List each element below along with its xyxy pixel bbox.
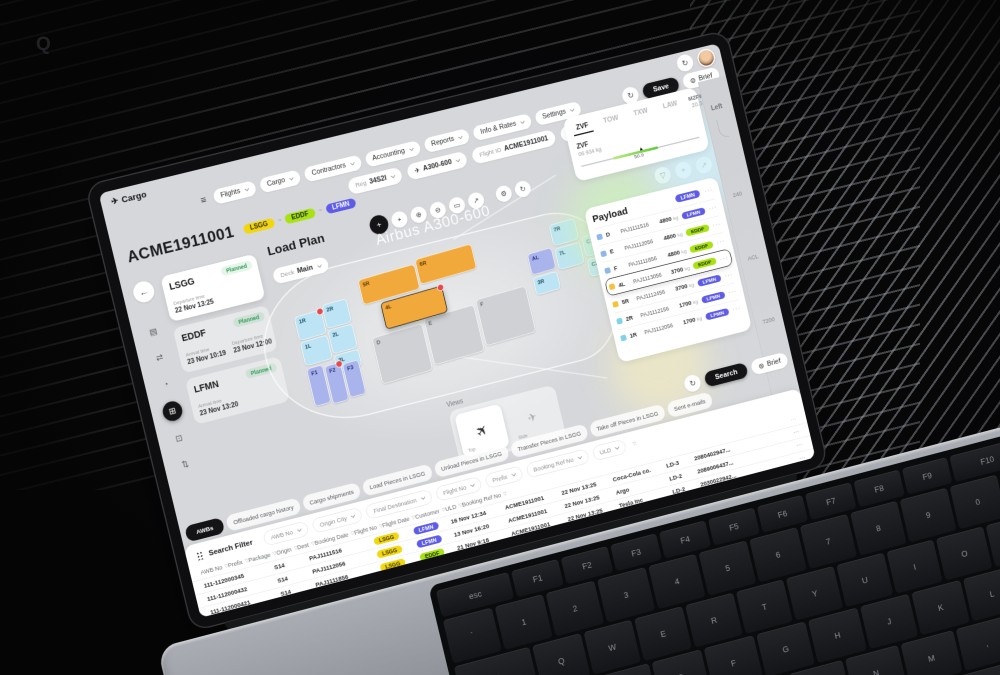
key-0[interactable]: 0: [949, 474, 1000, 530]
side-strip-title: Left: [710, 102, 724, 113]
plane-icon: ✈: [110, 195, 120, 207]
column-header[interactable]: ULD ▽: [444, 503, 463, 513]
route-stop: ~ LSGG: [242, 217, 276, 235]
uld-icon: [620, 334, 627, 342]
more-icon[interactable]: ···: [789, 415, 797, 423]
slider-marker[interactable]: ▲: [637, 145, 645, 153]
more-icon[interactable]: ···: [715, 237, 726, 247]
chevron-down-icon: [569, 106, 575, 112]
export-icon[interactable]: ⇅: [175, 454, 195, 475]
more-icon[interactable]: ···: [711, 220, 722, 230]
airport-badge[interactable]: LSGG: [242, 217, 276, 235]
chevron-down-icon: [289, 175, 294, 180]
back-button[interactable]: ←: [131, 279, 157, 305]
chevron-down-icon: [455, 157, 461, 162]
chevron-down-icon: [408, 146, 414, 151]
destination-badge: EDDF: [685, 223, 710, 237]
refresh-table-button[interactable]: ↻: [683, 373, 703, 394]
uld-icon: [616, 317, 623, 325]
uld-icon: [596, 233, 603, 241]
chevron-down-icon: [390, 173, 396, 178]
cargo-position[interactable]: D: [371, 323, 433, 385]
side-strip-value: 7200: [761, 315, 776, 326]
cargo-position[interactable]: 3R: [532, 271, 562, 296]
more-icon[interactable]: ···: [707, 203, 718, 214]
cargo-position[interactable]: F: [475, 285, 537, 347]
transfer-icon[interactable]: ⇄: [149, 348, 169, 369]
key-L[interactable]: L: [962, 566, 1000, 622]
more-icon[interactable]: ···: [795, 441, 803, 449]
manifest-icon[interactable]: ▤: [143, 322, 163, 343]
side-strip-line: [716, 117, 730, 139]
destination-badge: LFMN: [696, 273, 722, 287]
chevron-down-icon: [297, 527, 302, 532]
more-icon[interactable]: ···: [723, 270, 734, 281]
airport-badge[interactable]: LFMN: [324, 197, 357, 215]
chevron-down-icon: [349, 160, 355, 166]
destination-badge: LFMN: [681, 206, 706, 220]
chevron-down-icon: [458, 134, 463, 139]
gear-icon[interactable]: ⚙: [494, 184, 514, 204]
destination-badge: EDDF: [689, 240, 714, 254]
chevron-down-icon: [420, 495, 426, 500]
documents-icon[interactable]: ⊡: [169, 428, 189, 449]
print-icon: ⊜: [757, 361, 765, 371]
key-9[interactable]: 9: [899, 488, 957, 543]
chevron-down-icon: [317, 262, 322, 268]
side-strip-value: 240: [732, 190, 743, 199]
chevron-down-icon: [511, 471, 516, 477]
chevron-down-icon: [577, 454, 582, 460]
chevron-down-icon: [520, 119, 525, 124]
plane-icon: ✈: [413, 166, 422, 176]
filter-icon[interactable]: ▽: [632, 441, 637, 447]
dest-badge: EDDF: [419, 547, 446, 562]
sort-filter-icon: ▽: [502, 491, 508, 497]
chevron-down-icon: [470, 482, 475, 487]
weight-tab[interactable]: TOW: [599, 112, 624, 128]
uld-icon: [608, 283, 616, 291]
payload-dest-badge: LFMN: [674, 189, 701, 203]
origin-badge: LSGG: [379, 557, 407, 572]
page-title: ACME1911001: [125, 223, 236, 267]
chevron-down-icon: [350, 513, 356, 518]
chevron-down-icon: [244, 186, 249, 191]
brand-logo[interactable]: ✈ Cargo: [110, 189, 147, 208]
brand-name: Cargo: [120, 188, 148, 205]
destination-badge: LFMN: [700, 290, 726, 304]
key-8[interactable]: 8: [849, 501, 907, 556]
side-strip-value: ACL: [747, 253, 760, 262]
route-stop: ~ LFMN: [317, 197, 357, 216]
weight-tab[interactable]: TXW: [629, 105, 653, 121]
uld-icon: [612, 300, 619, 308]
slider-value: 50.9: [633, 151, 645, 160]
destination-badge: LFMN: [704, 307, 730, 321]
history-icon[interactable]: ◔: [156, 374, 176, 395]
more-icon[interactable]: ···: [731, 304, 742, 314]
key-G[interactable]: G: [756, 621, 816, 675]
print-icon: ⊜: [689, 76, 697, 85]
more-icon[interactable]: ···: [792, 428, 800, 436]
destination-badge: EDDF: [692, 257, 717, 270]
more-icon[interactable]: ···: [703, 185, 714, 196]
more-icon[interactable]: ···: [718, 253, 730, 264]
drag-handle-icon: [195, 550, 205, 561]
uld-icon: [604, 266, 611, 274]
more-icon[interactable]: ···: [798, 454, 806, 462]
background-logo: Q: [36, 34, 51, 55]
weight-tab[interactable]: LAW: [658, 98, 682, 114]
menu-icon[interactable]: ≡: [199, 193, 208, 206]
weight-tab[interactable]: ZVF: [571, 119, 594, 137]
sync-button[interactable]: ↻: [675, 53, 695, 74]
airport-badge[interactable]: EDDF: [284, 207, 316, 225]
route-stop: ~ EDDF: [277, 207, 316, 226]
laptop: ✈ Cargo ↻ ≡ Flights: [86, 30, 1000, 675]
chevron-down-icon: [615, 445, 620, 450]
uld-icon: [600, 249, 607, 257]
more-icon[interactable]: ···: [727, 287, 738, 297]
load-plan-icon[interactable]: ⊞: [160, 399, 185, 424]
